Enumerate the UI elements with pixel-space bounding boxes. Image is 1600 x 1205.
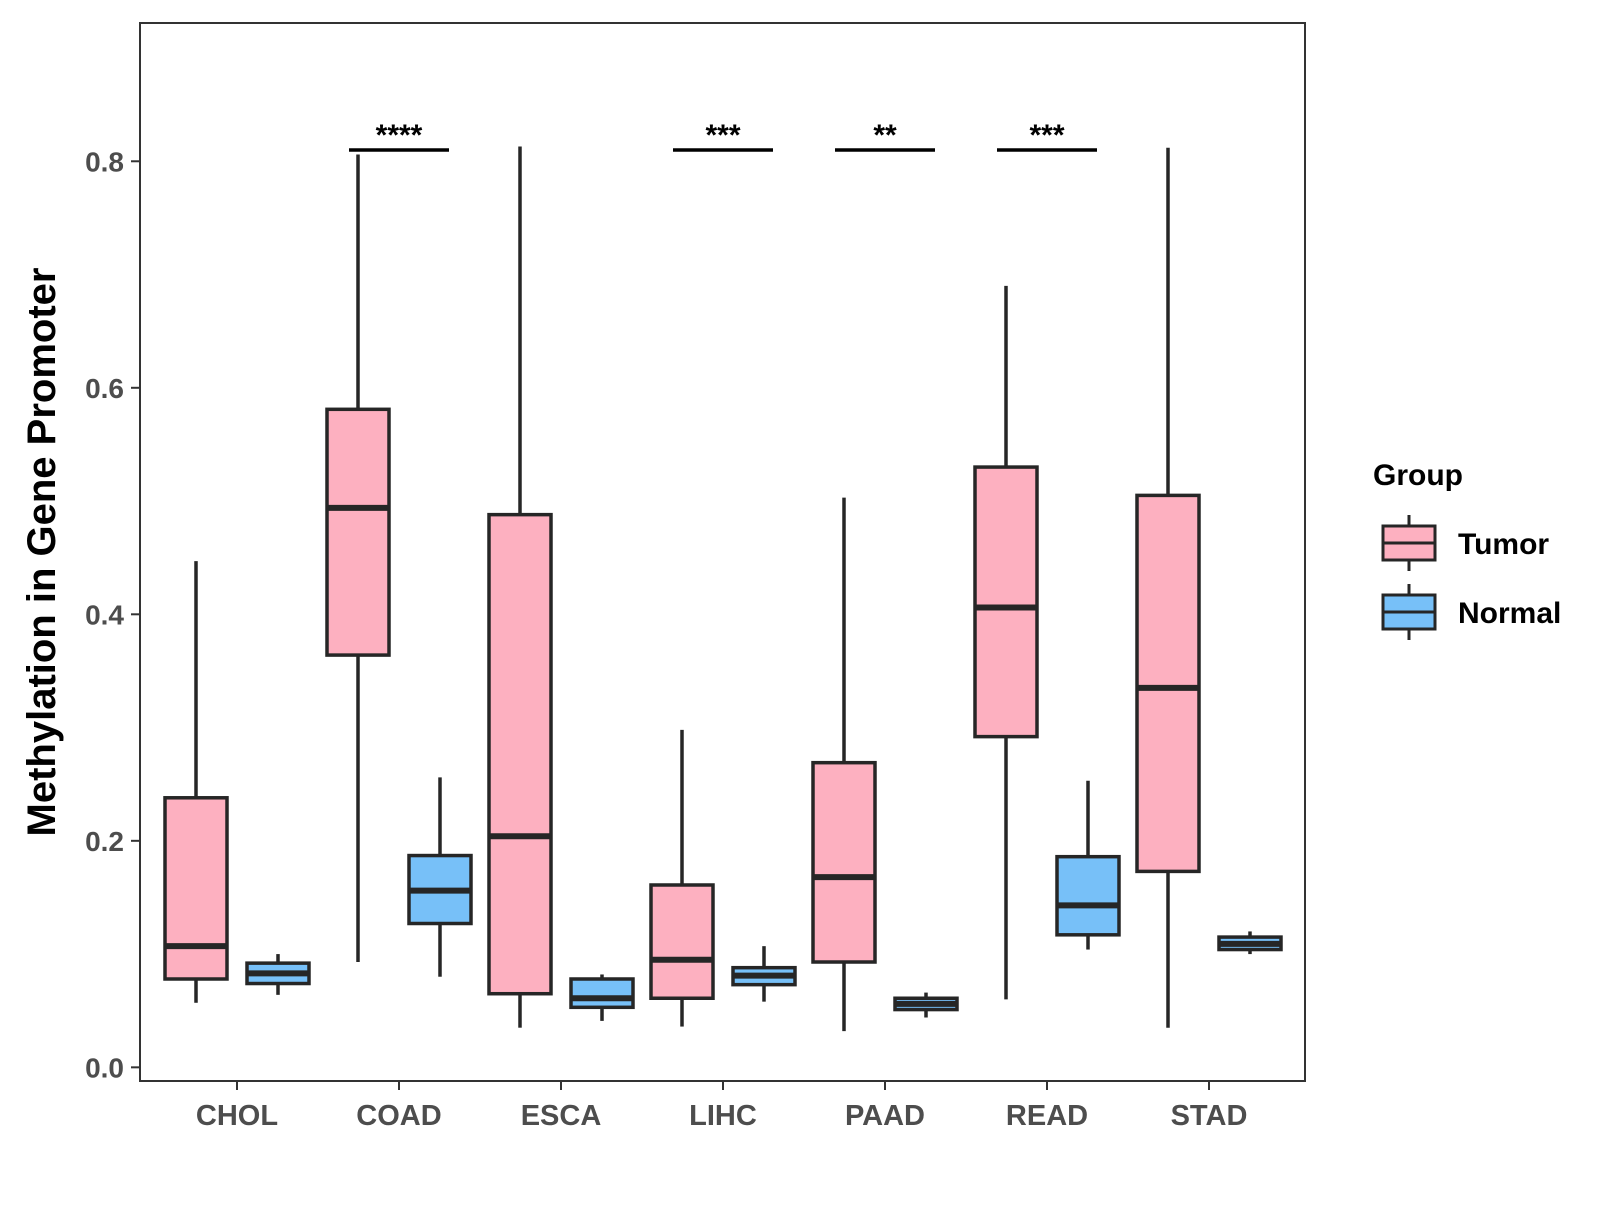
box-layer — [163, 146, 1283, 1032]
box-normal-stad — [1217, 931, 1283, 955]
x-category-label: COAD — [356, 1100, 441, 1132]
box-body — [1135, 493, 1201, 874]
x-category-label: ESCA — [521, 1100, 602, 1132]
box-normal-read — [1055, 780, 1121, 950]
box-normal-paad — [893, 992, 959, 1018]
legend-label-tumor: Tumor — [1458, 528, 1549, 561]
box-tumor-paad — [811, 497, 877, 1032]
box-normal-chol — [245, 954, 311, 995]
legend-key-tumor — [1381, 515, 1437, 571]
legend-key-normal — [1381, 584, 1437, 640]
significance-label: *** — [705, 119, 740, 152]
plot-panel-border — [139, 22, 1306, 1082]
x-category-label: LIHC — [689, 1100, 757, 1132]
box-tumor-coad — [325, 154, 391, 963]
significance-layer: **** *** ** *** — [349, 119, 1097, 152]
legend: Group Tumor Normal — [1373, 459, 1561, 640]
legend-label-normal: Normal — [1458, 597, 1561, 630]
y-tick-label: 0.6 — [85, 373, 124, 404]
significance-label: *** — [1029, 119, 1064, 152]
box-tumor-chol — [163, 561, 229, 1003]
box-normal-coad — [407, 777, 473, 977]
x-axis: CHOL COAD ESCA LIHC PAAD READ STAD — [196, 1081, 1247, 1132]
y-tick-label: 0.0 — [85, 1052, 124, 1083]
box-body — [163, 796, 229, 981]
box-normal-lihc — [731, 946, 797, 1002]
box-body — [1055, 854, 1121, 937]
y-axis-title: Methylation in Gene Promoter — [20, 268, 64, 837]
box-tumor-lihc — [649, 729, 715, 1027]
y-tick-label: 0.4 — [85, 599, 124, 630]
significance-label: **** — [376, 119, 423, 152]
box-normal-esca — [569, 974, 635, 1021]
x-category-label: STAD — [1171, 1100, 1248, 1132]
y-tick-label: 0.8 — [85, 146, 124, 177]
box-body — [569, 977, 635, 1010]
box-tumor-read — [973, 285, 1039, 1000]
box-body — [811, 760, 877, 964]
box-body — [973, 465, 1039, 739]
y-axis: 0.0 0.2 0.4 0.6 0.8 — [85, 146, 140, 1083]
x-category-label: READ — [1006, 1100, 1088, 1132]
y-tick-label: 0.2 — [85, 826, 124, 857]
significance-label: ** — [873, 119, 897, 152]
box-body — [487, 512, 553, 996]
box-tumor-esca — [487, 146, 553, 1028]
x-category-label: CHOL — [196, 1100, 278, 1132]
box-tumor-stad — [1135, 147, 1201, 1028]
legend-title: Group — [1373, 459, 1463, 492]
box-body — [649, 883, 715, 1001]
box-body — [325, 407, 391, 657]
x-category-label: PAAD — [845, 1100, 925, 1132]
